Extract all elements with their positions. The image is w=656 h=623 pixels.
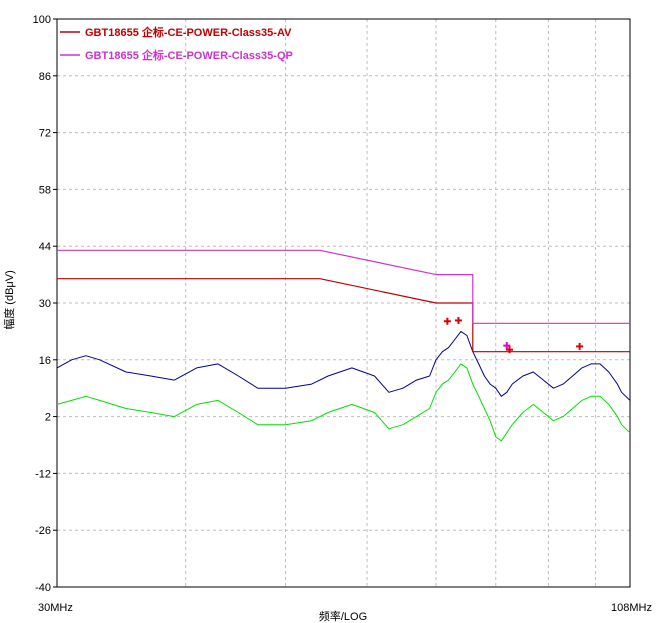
y-tick-label: 72 [39, 128, 51, 140]
limit-qp-line [57, 249, 630, 324]
legend: GBT18655 企标-CE-POWER-Class35-AV GBT18655… [60, 25, 293, 62]
y-tick-label: 86 [39, 71, 51, 83]
x-axis-title: 频率/LOG [319, 609, 367, 623]
y-tick-label: 58 [39, 184, 51, 196]
y-tick-label: 44 [39, 241, 51, 253]
y-tick-label: 2 [45, 412, 51, 424]
y-tick-label: -12 [35, 468, 51, 480]
measurement-trace-green [56, 363, 631, 442]
legend-label-av: GBT18655 企标-CE-POWER-Class35-AV [85, 25, 292, 39]
peak-marker [454, 316, 462, 324]
peak-marker [576, 342, 584, 350]
y-tick-label: -40 [35, 582, 51, 594]
legend-label-qp: GBT18655 企标-CE-POWER-Class35-QP [85, 48, 293, 62]
peak-marker [503, 342, 511, 350]
peak-marker [443, 317, 451, 325]
y-axis-title: 幅度 (dBμV) [2, 270, 16, 330]
y-tick-label: 100 [33, 14, 51, 26]
y-tick-label: 30 [39, 298, 51, 310]
y-tick-label: 16 [39, 355, 51, 367]
y-tick-label: -26 [35, 525, 51, 537]
measurement-trace-blue [56, 330, 631, 401]
peak-marker [506, 346, 514, 354]
marker-layer [443, 316, 584, 354]
y-axis-ticks: 100 86 72 58 44 30 16 2 -12 -26 -40 [33, 14, 57, 594]
limit-av-line [57, 278, 630, 353]
series-layer [56, 249, 631, 442]
x-tick-label-min: 30MHz [38, 602, 73, 614]
x-tick-label-max: 108MHz [611, 602, 652, 614]
